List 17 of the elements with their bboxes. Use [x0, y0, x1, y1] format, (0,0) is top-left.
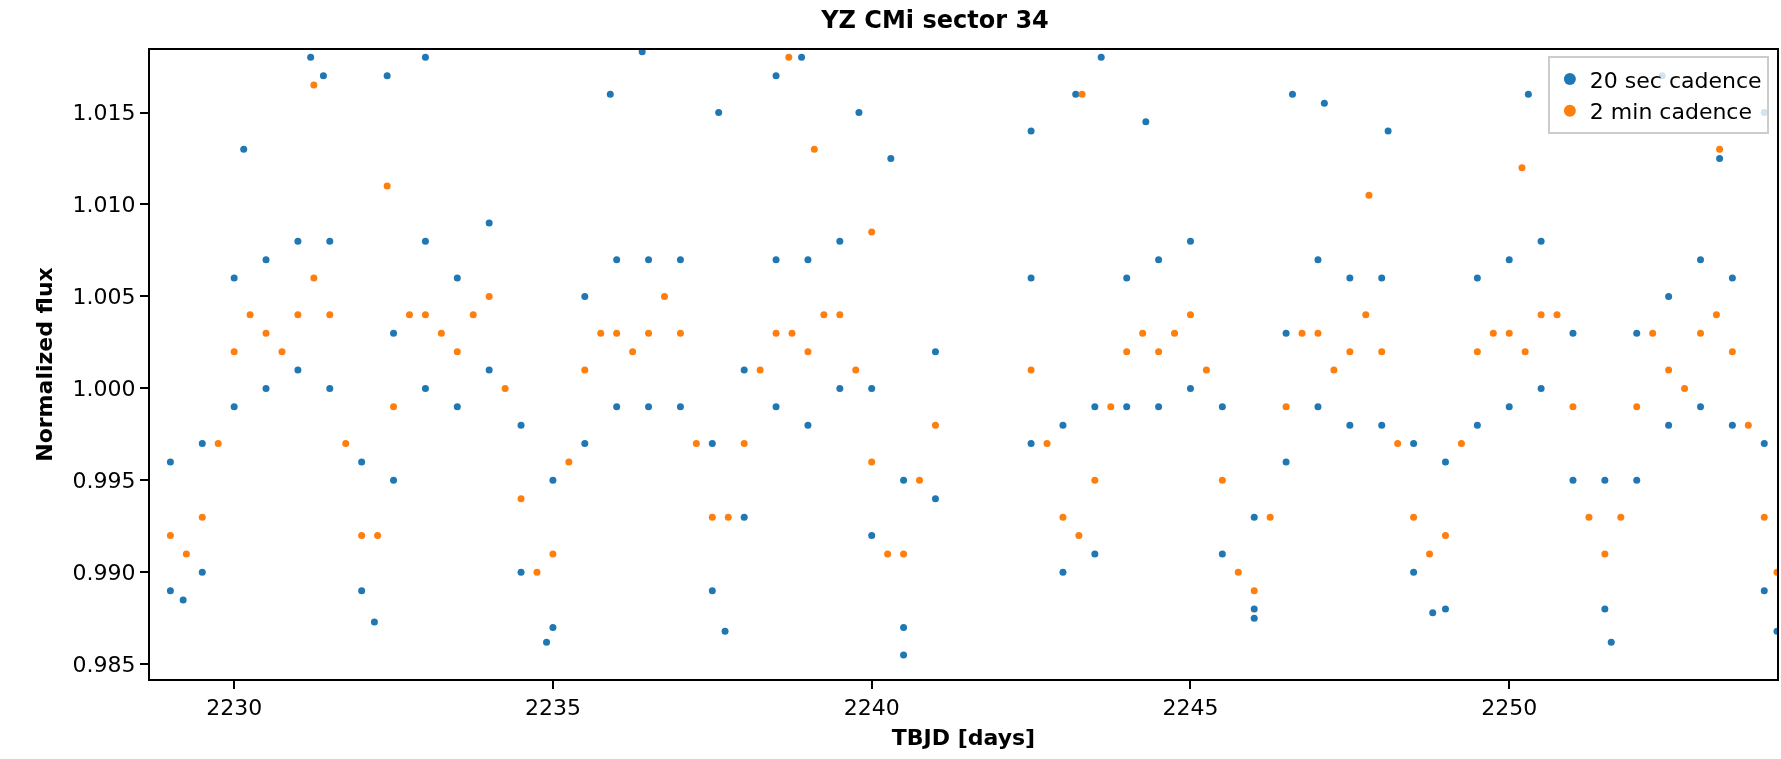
y-axis-title: Normalized flux — [31, 267, 57, 462]
legend-label: 2 min cadence — [1589, 99, 1752, 125]
x-tick-label: 2250 — [1481, 695, 1538, 721]
x-tick-label: 2245 — [1162, 695, 1219, 721]
x-tick-label: 2235 — [524, 695, 581, 721]
y-tick-label: 0.990 — [72, 560, 136, 586]
x-axis-title: TBJD [days] — [891, 724, 1036, 750]
chart-title: YZ CMi sector 34 — [820, 6, 1049, 35]
x-tick-label: 2230 — [206, 695, 263, 721]
y-tick-label: 0.995 — [72, 468, 136, 494]
y-tick-label: 0.985 — [72, 651, 136, 677]
x-tick-label: 2240 — [843, 695, 900, 721]
y-tick-label: 1.000 — [72, 376, 136, 402]
y-tick-label: 1.005 — [72, 284, 136, 310]
legend-label: 20 sec cadence — [1589, 67, 1762, 93]
y-tick-label: 1.015 — [72, 100, 136, 126]
y-tick-label: 1.010 — [72, 192, 136, 218]
